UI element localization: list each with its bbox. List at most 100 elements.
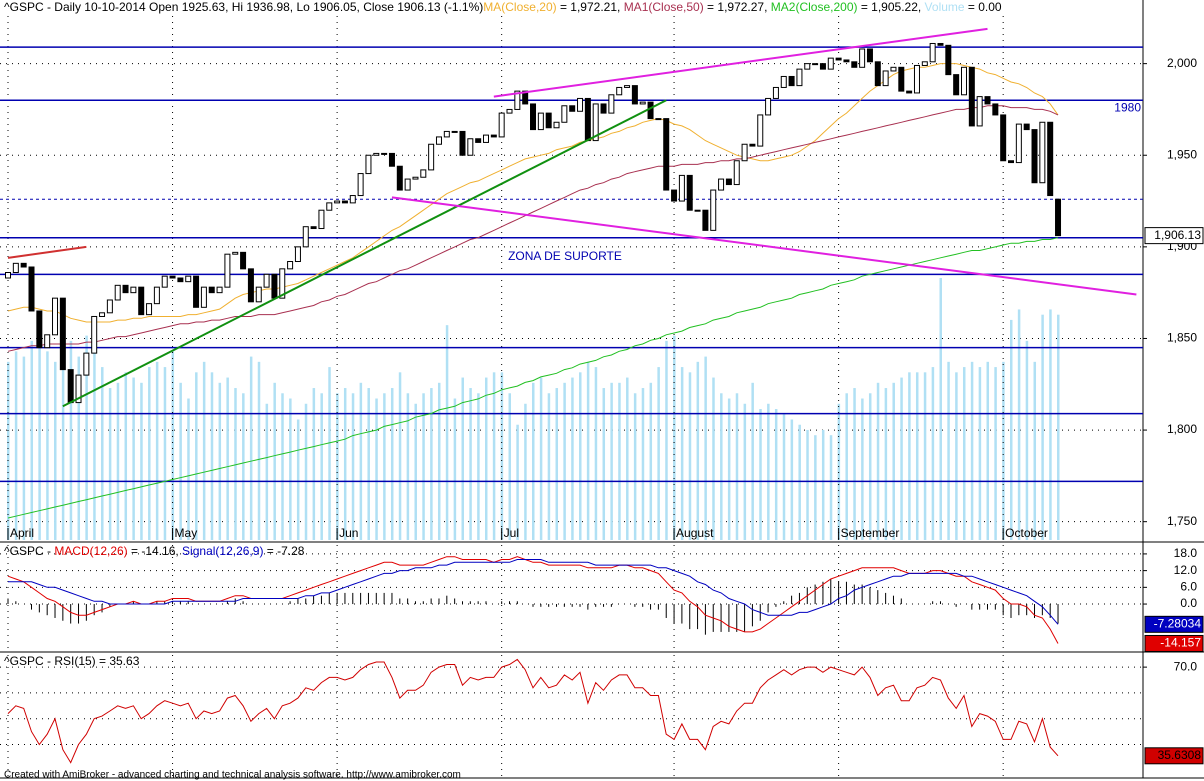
y-tick-label: 2,000 <box>1167 56 1197 70</box>
volume-bar <box>422 393 425 540</box>
candle <box>616 86 623 96</box>
volume-bar <box>892 382 895 540</box>
legend-value: = 35.63 <box>96 654 140 668</box>
volume-bar <box>955 372 958 540</box>
candle <box>639 101 646 105</box>
candle <box>749 143 756 147</box>
volume-bar <box>680 367 684 540</box>
moving-average <box>7 237 1059 519</box>
volume-bar <box>633 393 637 540</box>
volume-bar <box>594 367 598 540</box>
volume-bar <box>727 398 731 540</box>
candle <box>373 152 380 156</box>
candle <box>772 86 779 99</box>
last-price-label-box <box>1144 227 1204 245</box>
volume-bar <box>461 377 464 540</box>
candle <box>984 96 991 105</box>
volume-bar <box>155 361 159 540</box>
candle <box>44 334 51 349</box>
candle <box>498 112 505 138</box>
volume-bar <box>767 403 770 540</box>
candle <box>146 303 153 316</box>
candle <box>420 169 427 178</box>
y-tick-label: 70.0 <box>1174 659 1198 673</box>
candle <box>671 189 678 202</box>
candle <box>960 66 967 96</box>
candle <box>263 273 270 288</box>
volume-bar <box>649 382 653 540</box>
volume-bar <box>939 278 942 540</box>
volume-bar <box>837 403 841 540</box>
volume-bar <box>210 372 214 540</box>
volume-bar <box>1033 361 1037 540</box>
volume-bar <box>148 367 151 540</box>
candle <box>600 103 607 114</box>
volume-bar <box>367 388 370 540</box>
candle <box>514 90 521 110</box>
volume-bar <box>202 361 206 540</box>
volume-bar <box>1049 309 1052 540</box>
volume-bar <box>688 372 692 540</box>
volume-bar <box>994 367 997 540</box>
candle <box>412 176 419 180</box>
y-tick-label: 12.0 <box>1174 563 1198 577</box>
volume-bar <box>30 340 34 540</box>
volume-bar <box>265 403 269 540</box>
volume-bar <box>477 393 480 540</box>
line-label: 1980 <box>1114 100 1141 114</box>
pane-title: ^GSPC - MACD(12,26) = -14.16, Signal(12,… <box>4 544 305 558</box>
last-value-label-box <box>1144 634 1204 652</box>
candle <box>240 251 247 270</box>
legend-name: Volume <box>925 0 965 14</box>
last-price-label: 1,906.13 <box>1154 228 1201 242</box>
volume-bar <box>532 382 535 540</box>
candle <box>28 266 35 312</box>
volume-bar <box>77 356 81 540</box>
candle <box>52 297 59 336</box>
volume-bar <box>171 351 175 540</box>
x-tick-label: April <box>10 526 34 540</box>
volume-bar <box>829 435 833 540</box>
candle <box>130 286 137 294</box>
volume-bar <box>900 377 903 540</box>
volume-bar <box>602 388 606 540</box>
candle <box>428 143 435 171</box>
candle <box>475 138 482 143</box>
candle <box>537 112 544 131</box>
volume-bar <box>673 335 676 540</box>
candle <box>819 63 826 70</box>
candle <box>310 226 317 230</box>
candle <box>153 286 160 305</box>
candle <box>1055 198 1062 237</box>
candle <box>1008 160 1015 164</box>
volume-bar <box>273 382 276 540</box>
candle <box>169 275 176 279</box>
volume-bar <box>735 393 739 540</box>
trendline <box>493 27 988 98</box>
volume-bar <box>281 393 284 540</box>
y-tick-label: 18.0 <box>1174 546 1198 560</box>
volume-bar <box>571 377 574 540</box>
volume-bar <box>116 382 120 540</box>
candle <box>906 90 913 94</box>
volume-bar <box>414 403 417 540</box>
candle <box>522 90 529 105</box>
volume-bar <box>430 388 433 540</box>
volume-bar <box>547 393 551 540</box>
x-tick-label: Jul <box>504 526 519 540</box>
volume-bar <box>508 393 512 540</box>
volume-bar <box>312 388 316 540</box>
volume-bar <box>343 388 347 540</box>
volume-bar <box>38 346 41 540</box>
candle <box>796 68 803 87</box>
candle <box>827 57 834 70</box>
candle <box>91 315 98 354</box>
volume-bar <box>806 429 809 540</box>
candle <box>765 97 772 116</box>
candle <box>913 64 920 94</box>
volume-bar <box>1017 309 1021 540</box>
legend-name: MA(Close,20) <box>483 0 556 14</box>
candle <box>592 103 599 142</box>
volume-bar <box>375 398 378 540</box>
